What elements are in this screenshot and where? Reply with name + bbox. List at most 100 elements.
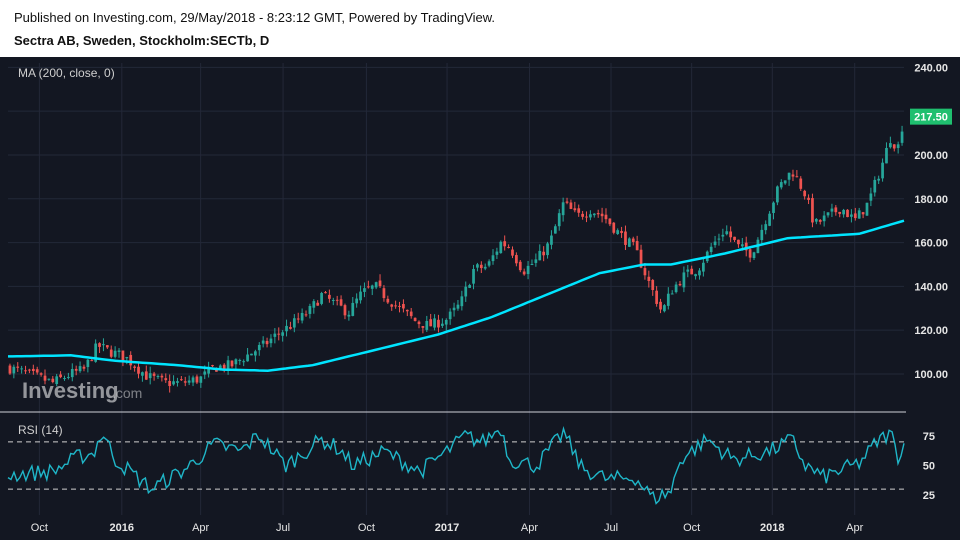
candle-body [195,376,199,383]
candle-body [737,239,740,245]
candle-body [78,366,82,372]
ma-200-line [8,219,905,372]
candle-body [296,318,300,320]
candle-body [892,144,896,149]
candle-body [413,317,417,321]
candle-body [853,213,857,219]
candle-body [468,285,471,288]
candle-body [339,299,343,306]
candle-body [779,182,783,188]
candle-body [207,366,210,374]
candle-body [694,274,697,277]
candle-body [592,213,596,216]
candle-body [328,294,331,299]
candle-body [90,360,94,362]
candle-body [304,314,308,316]
candle-body [324,292,327,294]
candle-body [378,280,382,287]
time-tick-label: 2016 [110,522,134,534]
watermark-suffix: .com [112,385,142,401]
candle-body [803,190,807,197]
candle-body [787,172,791,180]
candle-body [577,208,581,213]
candle-body [125,357,129,359]
candle-body [47,378,51,380]
candle-body [869,193,873,201]
candle-body [265,340,269,345]
price-tick-label: 100.00 [914,369,948,381]
candle-body [464,286,468,297]
candle-body [850,214,853,217]
instrument-title: Sectra AB, Sweden, Stockholm:SECTb, D [14,33,270,48]
candle-body [335,299,339,301]
candle-body [491,255,495,262]
rsi-tick-label: 75 [923,431,935,443]
candle-body [246,354,249,362]
candle-body [285,325,288,332]
candle-body [164,378,168,381]
rsi-tick-label: 25 [923,490,935,502]
price-tick-label: 160.00 [914,238,948,250]
candle-body [822,215,826,222]
time-tick-label: Apr [846,522,863,534]
candle-body [807,197,810,200]
candle-body [59,374,62,378]
candle-body [187,380,191,383]
candle-body [713,241,717,246]
candle-body [183,381,187,383]
candle-body [94,343,98,362]
candle-body [639,249,643,268]
candle-body [359,291,362,301]
last-price-tag-box [910,108,952,125]
candle-body [316,302,320,306]
candle-body [569,202,573,209]
candle-body [191,377,195,383]
candle-body [242,361,246,363]
candle-body [791,174,795,177]
candle-body [152,373,156,376]
candle-body [826,212,830,216]
candle-body [230,360,234,367]
candle-body [160,375,164,378]
candle-body [82,366,86,369]
candle-body [682,272,686,288]
candle-body [179,379,183,381]
candle-body [460,296,464,307]
candle-body [31,368,35,372]
candle-body [553,226,557,234]
grid-lines [8,63,904,515]
candle-body [702,262,705,272]
candle-body [546,243,549,256]
candle-body [250,353,253,356]
time-tick-label: Oct [358,522,375,534]
candle-body [507,246,510,248]
candle-body [390,304,394,307]
candle-body [67,376,70,378]
candle-body [351,302,355,316]
candle-body [643,268,647,276]
rsi-indicator-label: RSI (14) [18,423,63,437]
candle-body [772,202,775,213]
candle-body [764,224,768,231]
candle-body [740,244,744,247]
candle-body [308,305,312,314]
time-axis: Oct 2016 Apr Jul Oct 2017 Apr Jul Oct 2018 Apr [31,522,864,534]
candle-body [479,264,483,269]
candle-body [405,309,409,312]
candle-body [818,219,822,222]
candle-body [203,371,207,375]
candle-body [511,249,514,256]
candle-body [98,343,101,347]
candle-body [343,305,347,316]
price-chart[interactable]: Investing .com MA (200, close, 0) RSI (1… [0,57,960,540]
time-tick-label: Jul [604,522,618,534]
candle-body [530,263,534,265]
candle-body [370,285,374,289]
candle-body [43,375,47,381]
candle-body [776,186,779,203]
candle-body [8,365,12,374]
candle-body [86,359,90,368]
candle-body [261,340,265,344]
candle-body [624,231,627,245]
candle-body [631,238,635,242]
